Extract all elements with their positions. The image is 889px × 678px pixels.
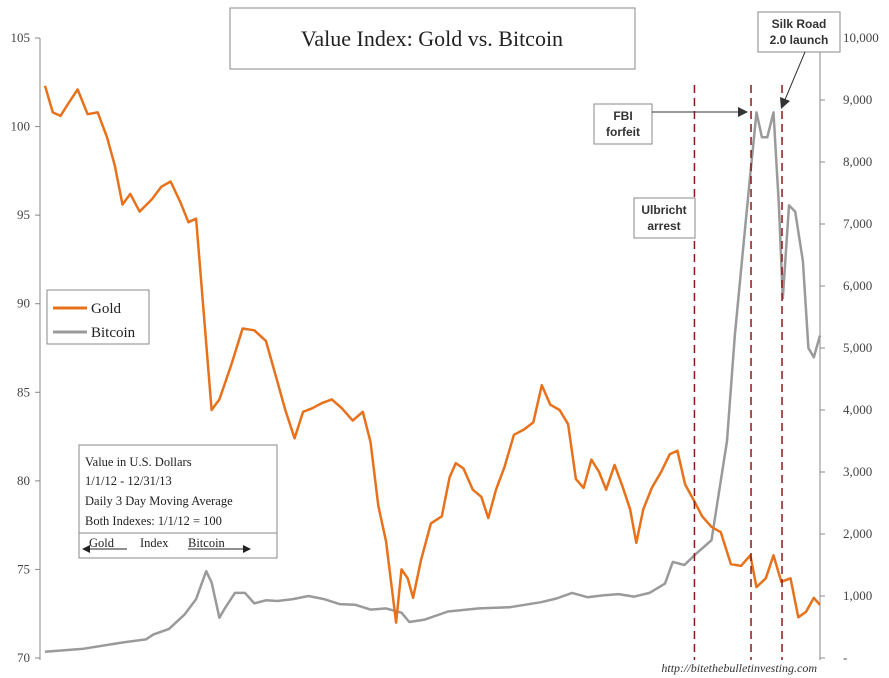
info-left-arrowhead (82, 545, 90, 553)
right-tick-label: 7,000 (843, 216, 872, 231)
right-tick-label: 5,000 (843, 340, 872, 355)
right-tick-label: 6,000 (843, 278, 872, 293)
annotation-silkroad-arrowhead (780, 97, 790, 109)
info-footer-gold: Gold (89, 536, 115, 550)
right-tick-label: 8,000 (843, 154, 872, 169)
info-line-3: Daily 3 Day Moving Average (85, 494, 233, 508)
right-tick-label: 4,000 (843, 402, 872, 417)
left-tick-label: 80 (17, 473, 30, 488)
info-right-arrowhead (243, 545, 251, 553)
annotation-fbi-line1: FBI (613, 109, 632, 123)
annotation-fbi: FBI forfeit (593, 103, 748, 145)
left-tick-label: 105 (11, 30, 31, 45)
right-tick-label: 1,000 (843, 588, 872, 603)
axes (39, 38, 821, 660)
info-line-4: Both Indexes: 1/1/12 = 100 (85, 514, 222, 528)
right-axis-ticks: - 1,000 2,000 3,000 4,000 5,000 6,000 7,000 8,00… (820, 30, 879, 665)
annotation-silkroad-arrow (783, 51, 806, 103)
right-tick-label: 9,000 (843, 92, 872, 107)
left-tick-label: 70 (17, 650, 30, 665)
right-tick-label: 2,000 (843, 526, 872, 541)
left-tick-label: 75 (17, 561, 30, 576)
annotation-silkroad: Silk Road 2.0 launch (757, 11, 841, 109)
annotation-ulbricht-line2: arrest (647, 219, 680, 233)
series-line-bitcoin (44, 111, 822, 654)
annotation-silkroad-line1: Silk Road (772, 17, 827, 31)
annotation-fbi-arrowhead (738, 107, 748, 117)
annotation-silkroad-line2: 2.0 launch (770, 33, 829, 47)
left-tick-label: 100 (11, 119, 31, 134)
right-tick-label: 3,000 (843, 464, 872, 479)
title-box: Value Index: Gold vs. Bitcoin (229, 7, 636, 70)
info-line-2: 1/1/12 - 12/31/13 (85, 474, 172, 488)
annotation-fbi-line2: forfeit (606, 125, 640, 139)
annotation-ulbricht: Ulbricht arrest (633, 197, 696, 239)
right-tick-label: - (843, 650, 847, 665)
legend-gold-label: Gold (91, 301, 122, 317)
info-box: Value in U.S. Dollars 1/1/12 - 12/31/13 … (78, 444, 278, 559)
source-url: http://bitethebulletinvesting.com (661, 661, 817, 675)
annotation-ulbricht-line1: Ulbricht (641, 203, 686, 217)
info-footer-index: Index (140, 536, 169, 550)
chart-title: Value Index: Gold vs. Bitcoin (301, 26, 563, 51)
right-tick-label: 10,000 (843, 30, 879, 45)
legend-bitcoin-label: Bitcoin (91, 325, 136, 341)
legend: Gold Bitcoin (46, 289, 150, 345)
info-line-1: Value in U.S. Dollars (85, 455, 192, 469)
left-tick-label: 85 (17, 384, 30, 399)
left-axis-ticks: 70 75 80 85 90 95 100 105 (11, 30, 40, 665)
event-markers (693, 85, 783, 660)
series-lines (43, 85, 822, 654)
left-tick-label: 90 (17, 296, 30, 311)
info-footer-bitcoin: Bitcoin (188, 536, 226, 550)
left-tick-label: 95 (17, 207, 30, 222)
